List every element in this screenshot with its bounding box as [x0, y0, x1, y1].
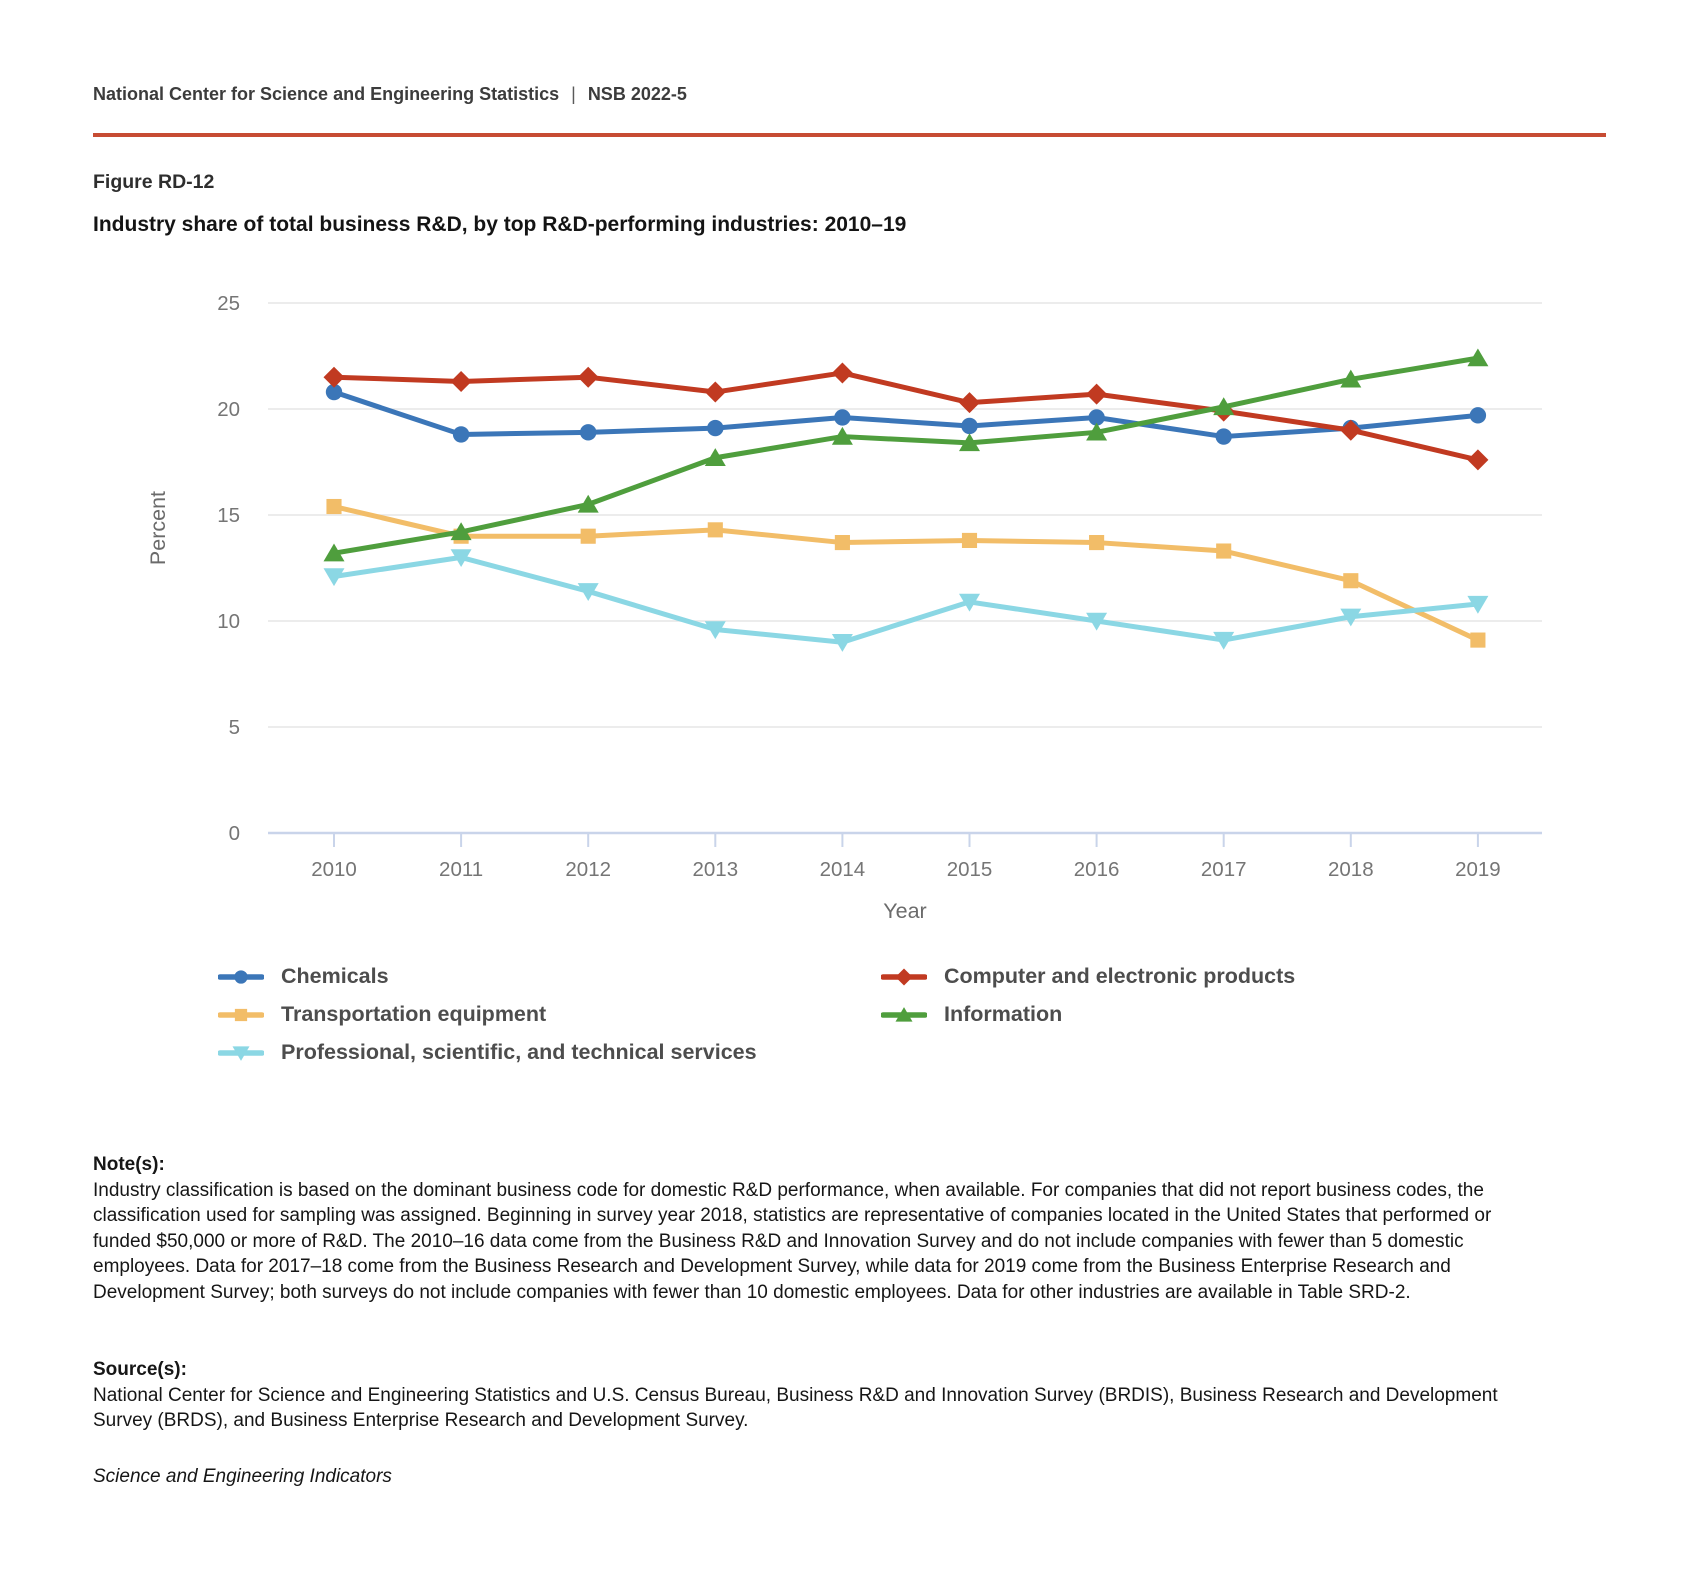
sources-heading: Source(s): — [93, 1359, 187, 1380]
notes-heading: Note(s): — [93, 1154, 165, 1175]
svg-text:25: 25 — [217, 292, 240, 315]
header-separator: | — [571, 84, 576, 104]
svg-text:0: 0 — [229, 822, 240, 845]
legend-item-computer-and-electronic-products: Computer and electronic products — [881, 964, 1295, 989]
report-number: NSB 2022-5 — [587, 84, 687, 104]
legend-label: Professional, scientific, and technical … — [281, 1040, 757, 1064]
series-professional-scientific-and-technical-services — [323, 549, 1489, 652]
y-axis-tick-labels: 0 5 10 15 20 25 — [217, 292, 240, 845]
sources-body: National Center for Science and Engineer… — [93, 1384, 1498, 1432]
x-axis-title: Year — [883, 899, 926, 923]
legend-marker-diamond-icon — [881, 968, 927, 985]
agency-name: National Center for Science and Engineer… — [93, 84, 560, 104]
legend-label: Chemicals — [281, 964, 389, 988]
svg-text:10: 10 — [217, 610, 240, 633]
svg-text:20: 20 — [217, 398, 240, 421]
svg-text:2010: 2010 — [311, 858, 357, 881]
svg-text:2016: 2016 — [1074, 858, 1120, 881]
svg-text:15: 15 — [217, 504, 240, 527]
legend-marker-circle-icon — [218, 969, 264, 984]
legend-item-professional-scientific-and-technical-services: Professional, scientific, and technical … — [218, 1040, 881, 1065]
legend-label: Computer and electronic products — [944, 964, 1296, 988]
legend-item-chemicals: Chemicals — [218, 964, 881, 989]
y-axis-title: Percent — [146, 491, 170, 565]
svg-text:2015: 2015 — [947, 858, 993, 881]
x-axis: 2010 2011 2012 2013 2014 2015 2016 2017 2018 2019 — [268, 831, 1542, 881]
legend-label: Transportation equipment — [281, 1002, 547, 1026]
legend-marker-triangle-up-icon — [881, 1006, 927, 1022]
gridlines — [268, 302, 1542, 728]
series-information — [323, 348, 1489, 562]
svg-text:2013: 2013 — [692, 858, 738, 881]
notes-body: Industry classification is based on the … — [93, 1179, 1492, 1303]
header-divider — [93, 133, 1606, 137]
svg-text:2011: 2011 — [439, 858, 483, 881]
series-chemicals — [325, 383, 1487, 445]
svg-text:2014: 2014 — [820, 858, 866, 881]
svg-text:2012: 2012 — [565, 858, 611, 881]
figure-label: Figure RD-12 — [93, 171, 215, 193]
indicators-footer: Science and Engineering Indicators — [93, 1466, 392, 1487]
chart-legend: Chemicals Computer and electronic product… — [218, 964, 1295, 1065]
page-title: Industry share of total business R&D, by… — [93, 213, 907, 236]
legend-marker-triangle-down-icon — [218, 1045, 264, 1061]
svg-text:5: 5 — [229, 716, 240, 739]
legend-marker-square-icon — [218, 1008, 264, 1021]
legend-item-transportation-equipment: Transportation equipment — [218, 1002, 881, 1027]
svg-text:2018: 2018 — [1328, 858, 1374, 881]
series-computer-and-electronic-products — [323, 362, 1489, 471]
notes-section: Note(s): Industry classification is base… — [93, 1152, 1518, 1305]
svg-text:2017: 2017 — [1201, 858, 1247, 881]
svg-text:2019: 2019 — [1455, 858, 1501, 881]
line-chart: 0 5 10 15 20 25 2010 2011 2012 2013 2014 2015 2016 20… — [90, 258, 1610, 930]
legend-item-information: Information — [881, 1002, 1295, 1027]
legend-label: Information — [944, 1002, 1063, 1026]
sources-section: Source(s): National Center for Science a… — [93, 1357, 1518, 1434]
report-header: National Center for Science and Engineer… — [93, 84, 687, 105]
